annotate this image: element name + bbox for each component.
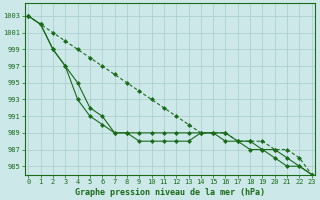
X-axis label: Graphe pression niveau de la mer (hPa): Graphe pression niveau de la mer (hPa): [75, 188, 265, 197]
